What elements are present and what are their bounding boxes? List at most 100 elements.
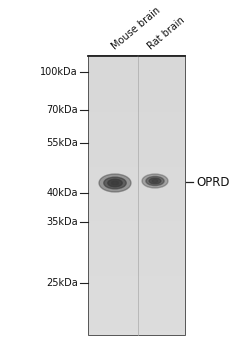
Bar [88, 193, 184, 194]
Bar [88, 195, 184, 196]
Bar [88, 206, 184, 207]
Bar [88, 95, 184, 96]
Bar [88, 233, 184, 234]
Bar [88, 134, 184, 135]
Bar [88, 91, 184, 92]
Bar [88, 151, 184, 152]
Bar [88, 201, 184, 202]
Bar [88, 210, 184, 211]
Bar [88, 199, 184, 201]
Bar [88, 174, 184, 175]
Bar [88, 224, 184, 225]
Bar [88, 292, 184, 293]
Bar [88, 284, 184, 285]
Bar [88, 175, 184, 176]
Bar [88, 228, 184, 229]
Bar [88, 314, 184, 315]
Bar [88, 79, 184, 80]
Bar [88, 217, 184, 218]
Bar [88, 64, 184, 65]
Bar [88, 150, 184, 151]
Bar [88, 113, 184, 114]
Bar [88, 196, 184, 197]
Bar [88, 111, 184, 112]
Bar [88, 247, 184, 248]
Bar [88, 146, 184, 147]
Bar [88, 169, 184, 170]
Bar [88, 139, 184, 140]
Bar [88, 100, 184, 101]
Bar [88, 293, 184, 294]
Bar [88, 254, 184, 255]
Bar [88, 296, 184, 297]
Bar [88, 82, 184, 83]
Bar [88, 249, 184, 250]
Bar [88, 315, 184, 316]
Bar [88, 232, 184, 233]
Bar [88, 265, 184, 266]
Bar [88, 153, 184, 154]
Bar [88, 61, 184, 62]
Bar [88, 267, 184, 268]
Bar [88, 75, 184, 76]
Bar [88, 184, 184, 185]
Bar [88, 241, 184, 243]
Bar [88, 123, 184, 124]
Bar [88, 104, 184, 105]
Bar [88, 278, 184, 279]
Bar [88, 234, 184, 235]
Bar [88, 320, 184, 321]
Bar [88, 306, 184, 307]
Bar [88, 334, 184, 335]
Bar [88, 59, 184, 60]
Bar [88, 317, 184, 318]
Bar [88, 277, 184, 278]
Bar [88, 154, 184, 155]
Bar [88, 321, 184, 322]
Bar [88, 294, 184, 295]
Bar [88, 300, 184, 301]
Bar [88, 257, 184, 258]
Bar [88, 237, 184, 238]
Ellipse shape [98, 174, 131, 192]
Bar [88, 297, 184, 298]
Bar [88, 290, 184, 291]
Bar [88, 132, 184, 133]
Bar [88, 207, 184, 208]
Bar [88, 138, 184, 139]
Bar [88, 223, 184, 224]
Bar [88, 283, 184, 284]
Bar [88, 162, 184, 163]
Bar [88, 165, 184, 166]
Bar [88, 69, 184, 70]
Bar [88, 116, 184, 117]
Bar [88, 192, 184, 193]
Bar [88, 102, 184, 103]
Bar [88, 109, 184, 110]
Bar [88, 331, 184, 332]
Bar [88, 178, 184, 179]
Bar [88, 93, 184, 94]
Bar [88, 96, 184, 97]
Bar [88, 189, 184, 190]
Bar [88, 101, 184, 102]
Bar [88, 147, 184, 148]
Bar [88, 268, 184, 269]
Bar [88, 271, 184, 272]
Bar [88, 230, 184, 231]
Bar [88, 173, 184, 174]
Text: 25kDa: 25kDa [46, 278, 78, 288]
Bar [88, 130, 184, 131]
Ellipse shape [145, 176, 163, 186]
Bar [88, 103, 184, 104]
Bar [88, 83, 184, 84]
Bar [88, 80, 184, 81]
Bar [88, 158, 184, 159]
Bar [88, 303, 184, 304]
Bar [88, 129, 184, 130]
Bar [88, 333, 184, 334]
Bar [88, 124, 184, 125]
Bar [88, 141, 184, 142]
Bar [88, 212, 184, 213]
Bar [88, 170, 184, 171]
